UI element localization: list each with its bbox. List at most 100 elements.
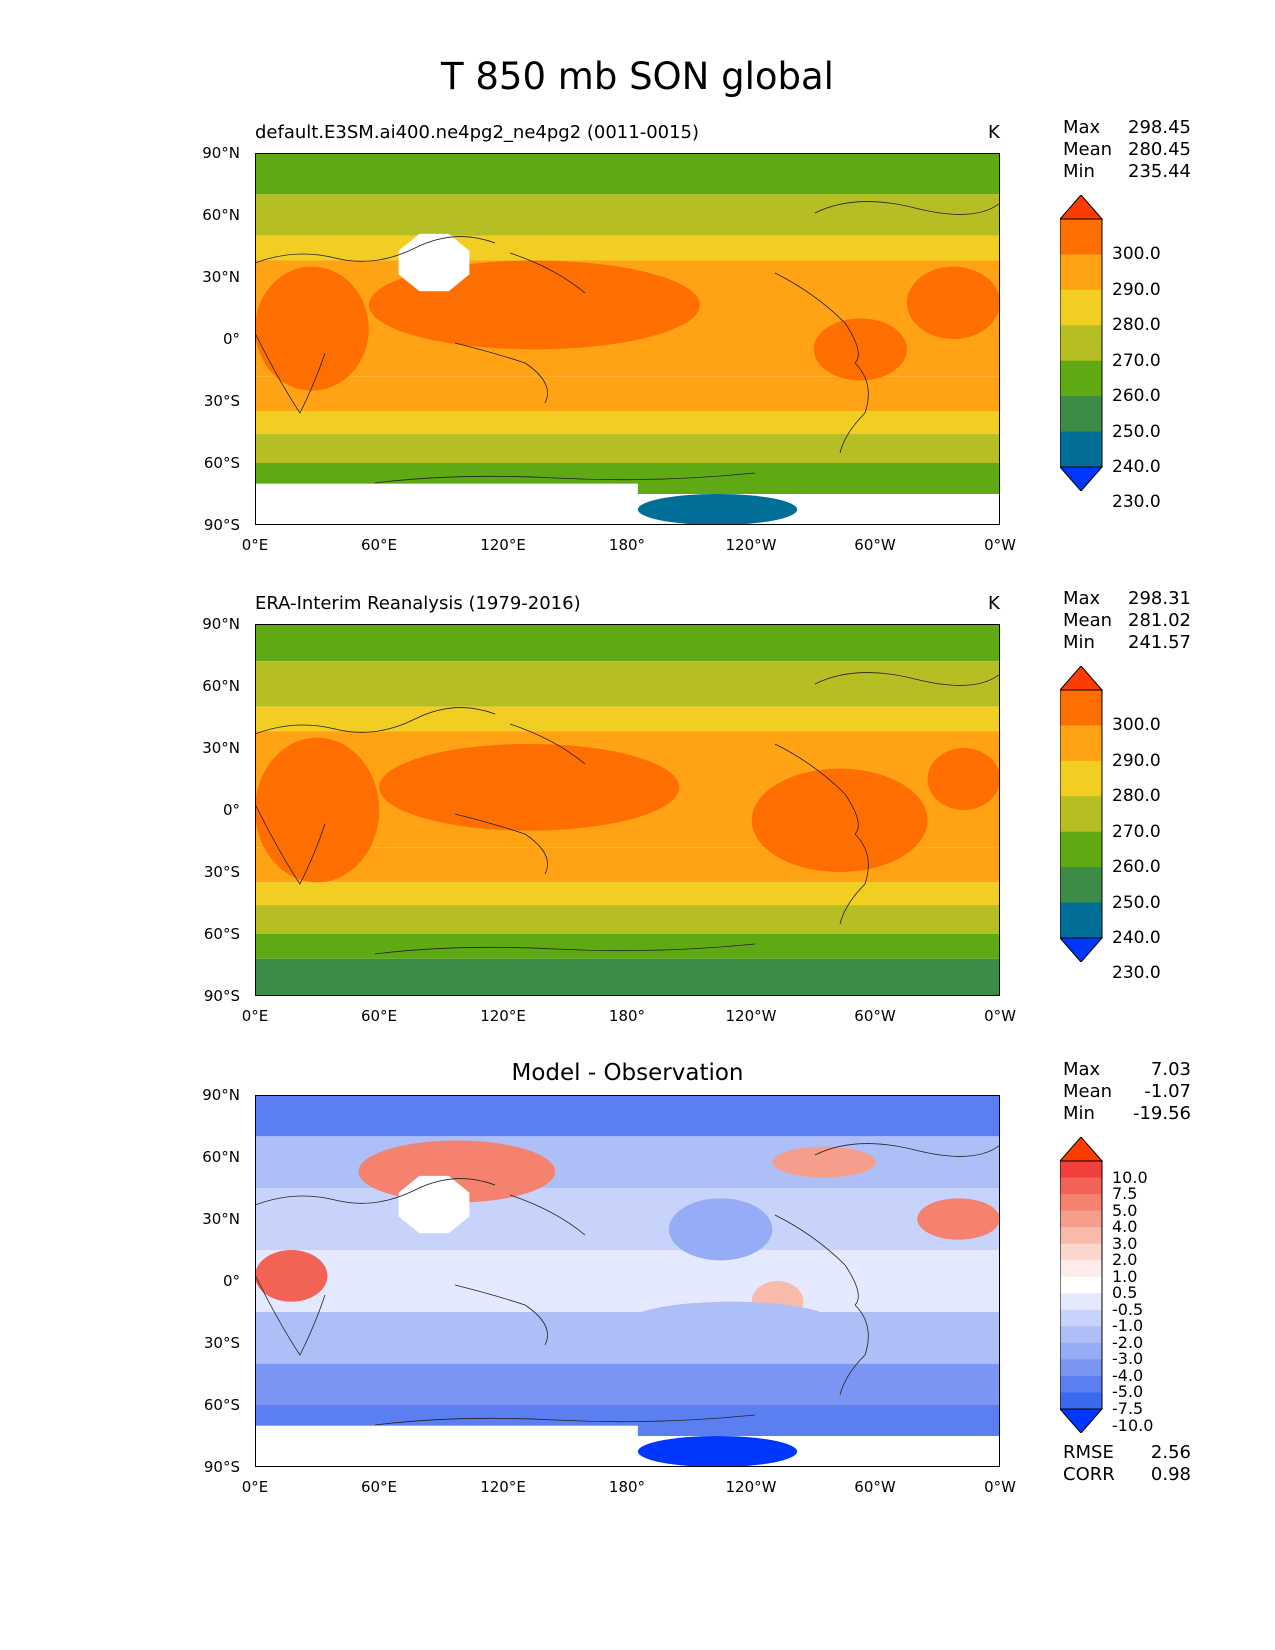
colorbar-segment	[1060, 760, 1102, 797]
contour-band	[255, 624, 1000, 662]
stat-label: Max	[1063, 117, 1101, 138]
colorbar-segment	[1060, 396, 1102, 433]
contour-region	[751, 768, 928, 872]
panel-title: default.E3SM.ai400.ne4pg2_ne4pg2 (0011-0…	[255, 122, 700, 143]
colorbar-segment	[1060, 1260, 1102, 1278]
colorbar-tick-label: -10.0	[1112, 1415, 1154, 1435]
coastline	[374, 943, 756, 955]
contour-band	[255, 882, 1000, 906]
colorbar-segment	[1060, 1359, 1102, 1377]
colorbar	[1060, 1137, 1104, 1433]
stat-label: Mean	[1063, 610, 1113, 631]
contour-band	[255, 411, 1000, 435]
colorbar-tick-label: 300.0	[1112, 244, 1161, 265]
colorbar-segment	[1060, 1177, 1102, 1195]
coastline	[454, 342, 548, 404]
contour-band	[255, 194, 1000, 236]
colorbar-tick-label: 270.0	[1112, 350, 1161, 371]
y-tick: 30°S	[203, 863, 240, 881]
colorbar-tick-label: 260.0	[1112, 857, 1161, 878]
contour-region	[906, 266, 1000, 339]
panel-diff: Model - Observation 90°N 60°N 30°N 0° 30…	[0, 942, 1275, 1496]
stat-label: Min	[1063, 1103, 1095, 1124]
y-tick: 30°N	[202, 268, 240, 286]
stat-label: Mean	[1063, 1081, 1113, 1102]
stat-mean: -1.07	[1144, 1081, 1191, 1102]
y-tick: 0°	[222, 1272, 240, 1290]
coastline	[374, 472, 756, 484]
coastline	[509, 723, 586, 765]
x-tick: 60°E	[360, 536, 398, 554]
diff-plot	[255, 1095, 1000, 1467]
missing-data-region	[797, 494, 1000, 525]
x-tick: 0°E	[241, 536, 269, 554]
y-tick: 30°N	[202, 739, 240, 757]
field-plot	[255, 624, 1000, 996]
stat-mean: 281.02	[1128, 610, 1191, 631]
y-tick: 30°N	[202, 1210, 240, 1228]
figure-title: T 850 mb SON global	[441, 55, 834, 98]
colorbar-segment	[1060, 431, 1102, 468]
colorbar-tick-label: 230.0	[1112, 963, 1161, 984]
colorbar-extend-min	[1060, 1408, 1104, 1433]
y-tick: 0°	[222, 330, 240, 348]
colorbar-tick-label: 280.0	[1112, 315, 1161, 336]
stat-min: 241.57	[1128, 632, 1191, 653]
colorbar-tick-label: 1.0	[1112, 1266, 1138, 1286]
x-tick: 180°	[608, 1007, 646, 1025]
stat-min: -19.56	[1132, 1103, 1191, 1124]
coastline	[255, 236, 496, 264]
coastline	[454, 1284, 548, 1346]
stat-label: Max	[1063, 588, 1101, 609]
coastline	[774, 1214, 859, 1306]
colorbar-segment	[1060, 725, 1102, 762]
stat-min: 235.44	[1128, 161, 1191, 182]
colorbar-tick-label: -1.0	[1112, 1316, 1144, 1336]
x-tick: 120°E	[480, 1478, 526, 1496]
colorbar-tick-label: 0.5	[1112, 1283, 1138, 1303]
panel-title: ERA-Interim Reanalysis (1979-2016)	[255, 593, 581, 614]
coastline	[509, 1194, 586, 1236]
colorbar-tick-label: -3.0	[1112, 1349, 1144, 1369]
panel-test: default.E3SM.ai400.ne4pg2_ne4pg2 (0011-0…	[0, 0, 1275, 554]
x-tick: 120°E	[480, 536, 526, 554]
y-tick: 60°S	[203, 925, 240, 943]
stat-label: Max	[1063, 1059, 1101, 1080]
y-tick: 90°N	[202, 615, 240, 633]
contour-band	[255, 1312, 1000, 1364]
contour-region	[668, 1198, 773, 1261]
stat-max: 7.03	[1150, 1059, 1191, 1080]
colorbar-segment	[1060, 1326, 1102, 1344]
colorbar-tick-label: 3.0	[1112, 1233, 1138, 1253]
colorbar-tick-label: 300.0	[1112, 715, 1161, 736]
contour-region	[637, 494, 798, 525]
coastline	[255, 803, 326, 885]
y-tick: 60°N	[202, 677, 240, 695]
map-frame	[255, 153, 1000, 525]
colorbar-tick-label: 290.0	[1112, 750, 1161, 771]
coastline	[509, 252, 586, 294]
panel-title: Model - Observation	[511, 1060, 744, 1086]
y-tick: 60°S	[203, 1396, 240, 1414]
contour-band	[255, 958, 1000, 996]
coastline	[814, 201, 1000, 215]
colorbar-tick-label: 5.0	[1112, 1200, 1138, 1220]
coastline	[839, 1304, 869, 1396]
y-tick: 60°N	[202, 206, 240, 224]
colorbar-frame	[1060, 689, 1103, 939]
colorbar-segment	[1060, 254, 1102, 291]
y-tick: 90°N	[202, 1086, 240, 1104]
coastline	[774, 272, 859, 364]
contour-region	[917, 1198, 1000, 1240]
contour-band	[255, 1095, 1000, 1137]
colorbar-frame	[1060, 218, 1103, 468]
y-tick: 30°S	[203, 1334, 240, 1352]
map-frame	[255, 624, 1000, 996]
colorbar-extend-max	[1060, 1137, 1104, 1162]
colorbar-segment	[1060, 1342, 1102, 1360]
coastline	[255, 332, 326, 414]
colorbar-segment	[1060, 1243, 1102, 1261]
y-tick: 90°S	[203, 1458, 240, 1476]
colorbar-extend-max	[1060, 195, 1104, 220]
contour-region	[379, 743, 680, 831]
